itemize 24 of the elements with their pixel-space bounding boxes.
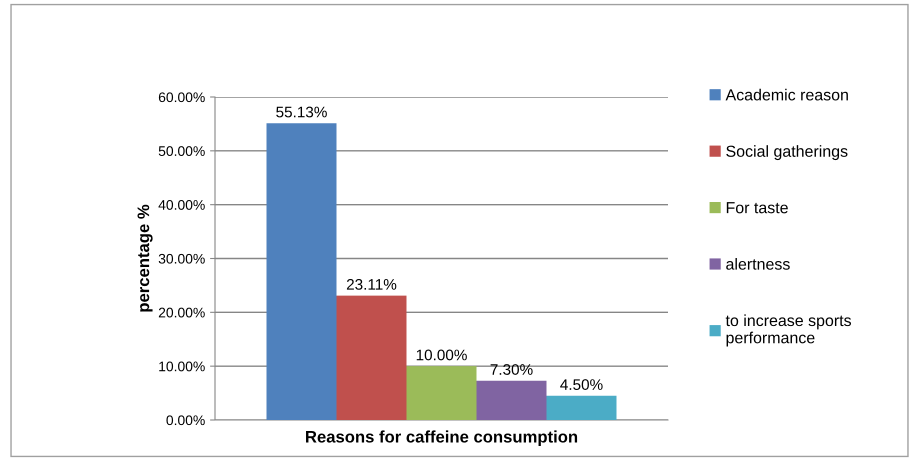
y-tick-label: 10.00%	[159, 362, 205, 372]
y-tick-label: 0.00%	[166, 415, 205, 426]
legend-label: to increase sports performance	[726, 314, 852, 347]
legend-label: For taste	[726, 202, 788, 214]
bar	[546, 396, 616, 420]
data-label: 4.50%	[560, 379, 603, 390]
data-label: 10.00%	[416, 350, 467, 360]
y-tick-label: 50.00%	[158, 146, 205, 156]
x-axis-title: Reasons for caffeine consumption	[306, 430, 578, 446]
y-axis-title: percentage %	[137, 204, 153, 312]
bar	[406, 366, 476, 420]
bar	[476, 380, 546, 420]
y-tick-label: 20.00%	[158, 308, 205, 318]
legend-label: alertness	[726, 258, 790, 270]
bar	[266, 123, 336, 420]
y-tick-label: 60.00%	[158, 92, 205, 102]
y-tick-label: 40.00%	[158, 200, 205, 210]
data-label: 7.30%	[490, 364, 533, 375]
legend-label: Social gatherings	[726, 145, 848, 160]
bar	[336, 296, 406, 420]
legend-label: Academic reason	[726, 88, 848, 100]
y-tick-label: 30.00%	[158, 254, 205, 264]
data-label: 55.13%	[276, 106, 327, 118]
data-label: 23.11%	[346, 278, 396, 290]
